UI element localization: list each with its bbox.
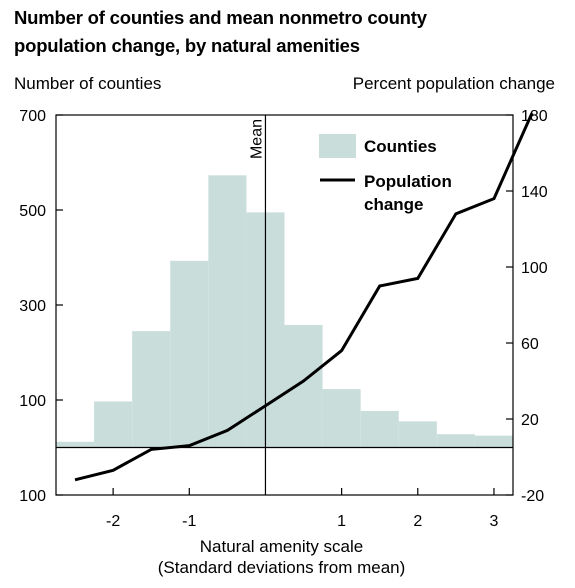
left-axis-ticks: 700 500 300 100 100 xyxy=(19,108,63,505)
x-axis-title-line-2: (Standard deviations from mean) xyxy=(157,558,406,577)
bar-0 xyxy=(56,441,95,448)
left-tick-label-3: 100 xyxy=(19,393,46,410)
left-tick-label-0: 700 xyxy=(19,108,46,125)
x-axis-ticks: -2 -1 1 2 3 xyxy=(106,488,499,530)
legend-label-population-change-line-2: change xyxy=(364,195,424,214)
right-tick-label-0: 180 xyxy=(521,108,548,125)
mean-label: Mean xyxy=(248,119,265,159)
right-tick-label-1: 140 xyxy=(521,184,548,201)
x-tick-label-2: 1 xyxy=(337,513,346,530)
legend: Counties Population change xyxy=(319,134,452,214)
bar-1 xyxy=(94,401,133,448)
bar-2 xyxy=(132,331,171,448)
right-axis-ticks: 180 140 100 60 20 -20 xyxy=(506,108,548,505)
bar-8 xyxy=(360,410,399,448)
x-axis-title-line-1: Natural amenity scale xyxy=(199,537,364,556)
x-tick-label-3: 2 xyxy=(413,513,422,530)
x-tick-label-1: -1 xyxy=(182,513,196,530)
bar-4 xyxy=(208,175,247,448)
chart-title-line-1: Number of counties and mean nonmetro cou… xyxy=(14,7,427,28)
legend-label-counties: Counties xyxy=(364,137,437,156)
chart-title-line-2: population change, by natural amenities xyxy=(14,35,360,56)
right-tick-label-3: 60 xyxy=(521,336,539,353)
line-series-population-change xyxy=(74,112,534,482)
bar-9 xyxy=(398,421,437,448)
bar-11 xyxy=(474,435,513,448)
bar-3 xyxy=(170,260,209,448)
legend-label-population-change-line-1: Population xyxy=(364,172,452,191)
right-tick-label-2: 100 xyxy=(521,260,548,277)
right-tick-label-5: -20 xyxy=(521,488,544,505)
bar-7 xyxy=(322,389,361,448)
x-tick-label-4: 3 xyxy=(490,513,499,530)
x-axis-title: Natural amenity scale (Standard deviatio… xyxy=(0,536,575,578)
left-tick-label-2: 300 xyxy=(19,298,46,315)
x-tick-label-0: -2 xyxy=(106,513,120,530)
right-tick-label-4: 20 xyxy=(521,412,539,429)
bar-6 xyxy=(284,324,323,448)
left-tick-label-4: 100 xyxy=(19,488,46,505)
legend-swatch-counties xyxy=(319,134,356,158)
right-axis-title: Percent population change xyxy=(352,74,555,93)
chart-title: Number of counties and mean nonmetro cou… xyxy=(14,4,427,60)
left-tick-label-1: 500 xyxy=(19,203,46,220)
bar-series-counties xyxy=(56,175,513,448)
left-axis-title: Number of counties xyxy=(14,74,162,93)
bar-10 xyxy=(436,434,475,448)
